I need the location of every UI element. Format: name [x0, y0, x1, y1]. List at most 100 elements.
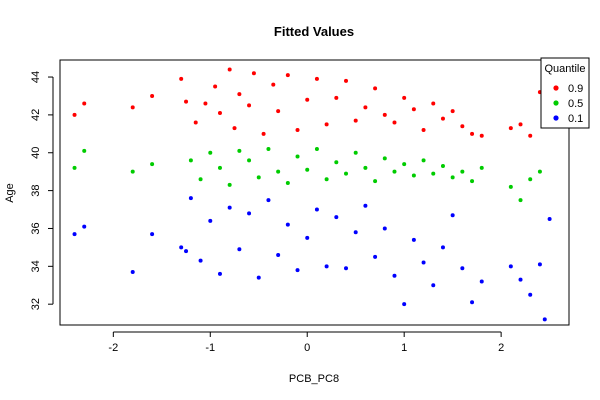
data-point	[150, 232, 155, 237]
x-tick-label: 0	[304, 342, 310, 354]
data-point	[184, 249, 189, 254]
data-point	[276, 169, 281, 174]
data-point	[353, 230, 358, 235]
legend-box	[540, 57, 590, 129]
data-point	[188, 196, 193, 201]
data-point	[217, 111, 222, 115]
data-point	[198, 177, 203, 182]
legend-marker	[553, 85, 559, 91]
data-point	[217, 165, 222, 170]
series-0-1	[72, 196, 552, 322]
data-point	[179, 245, 184, 250]
data-point	[402, 162, 407, 167]
y-tick-label: 36	[30, 222, 42, 234]
x-tick-label: 2	[498, 342, 504, 354]
data-point	[72, 112, 77, 117]
data-point	[271, 82, 276, 87]
x-tick-label: -1	[205, 342, 215, 354]
data-point	[392, 169, 397, 174]
y-tick-label: 44	[30, 71, 42, 83]
data-point	[508, 264, 513, 269]
data-point	[227, 205, 232, 210]
data-point	[179, 76, 184, 81]
legend-label: 0.9	[568, 83, 583, 95]
series-0-5	[72, 146, 542, 203]
data-point	[150, 162, 155, 167]
data-point	[402, 95, 407, 100]
data-point	[440, 164, 445, 168]
data-point	[373, 254, 378, 259]
data-point	[237, 148, 242, 153]
data-point	[82, 224, 87, 229]
data-point	[285, 181, 290, 186]
data-point	[314, 76, 319, 81]
data-point	[198, 258, 203, 263]
data-point	[344, 266, 349, 271]
data-point	[547, 217, 552, 221]
data-point	[421, 260, 426, 265]
data-point	[344, 78, 349, 83]
data-point	[203, 101, 208, 106]
data-point	[82, 148, 87, 153]
data-point	[353, 118, 358, 123]
legend-title: Quantile	[545, 63, 586, 75]
data-point	[314, 146, 319, 151]
data-point	[247, 158, 252, 163]
legend-label: 0.5	[568, 98, 583, 110]
data-point	[382, 112, 387, 117]
data-point	[324, 177, 329, 182]
data-point	[518, 122, 523, 127]
data-point	[208, 218, 213, 223]
legend: Quantile 0.9 0.5 0.1	[540, 57, 590, 129]
data-point	[295, 154, 300, 159]
y-tick-label: 32	[30, 298, 42, 310]
data-point	[227, 182, 232, 187]
data-point	[247, 211, 252, 216]
x-axis: -2 -1 0 1 2	[108, 331, 504, 354]
data-point	[213, 84, 218, 89]
data-point	[431, 101, 436, 106]
plot-area-border	[59, 59, 570, 326]
data-point	[382, 226, 387, 231]
data-point	[431, 283, 436, 288]
data-point	[402, 302, 407, 307]
data-point	[285, 73, 290, 78]
data-point	[276, 252, 281, 257]
data-point	[237, 247, 242, 252]
data-point	[344, 171, 349, 176]
data-point	[470, 300, 475, 305]
data-point	[421, 158, 426, 163]
data-point	[72, 165, 77, 170]
data-point	[237, 92, 242, 97]
data-point	[411, 237, 416, 242]
data-point	[256, 275, 261, 280]
data-point	[305, 167, 310, 172]
data-point	[373, 86, 378, 91]
data-point	[217, 271, 222, 276]
data-point	[266, 198, 271, 203]
data-point	[431, 171, 436, 176]
y-axis-label: Age	[4, 183, 16, 203]
data-point	[72, 232, 77, 237]
data-point	[247, 103, 252, 108]
data-point	[440, 245, 445, 250]
data-point	[251, 71, 256, 76]
data-point	[227, 67, 232, 72]
chart-title: Fitted Values	[274, 24, 354, 39]
data-point	[450, 109, 455, 114]
data-point	[353, 150, 358, 155]
data-point	[479, 133, 484, 138]
data-point	[440, 116, 445, 121]
legend-marker	[553, 115, 559, 121]
data-point	[305, 97, 310, 102]
data-point	[382, 156, 387, 161]
y-tick-label: 40	[30, 147, 42, 159]
y-axis: 32 34 36 38 40 42 44	[30, 71, 54, 310]
data-point	[479, 165, 484, 170]
data-point	[528, 133, 533, 138]
data-point	[508, 184, 513, 189]
data-point	[528, 177, 533, 182]
data-point	[460, 169, 465, 174]
data-point	[518, 277, 523, 282]
